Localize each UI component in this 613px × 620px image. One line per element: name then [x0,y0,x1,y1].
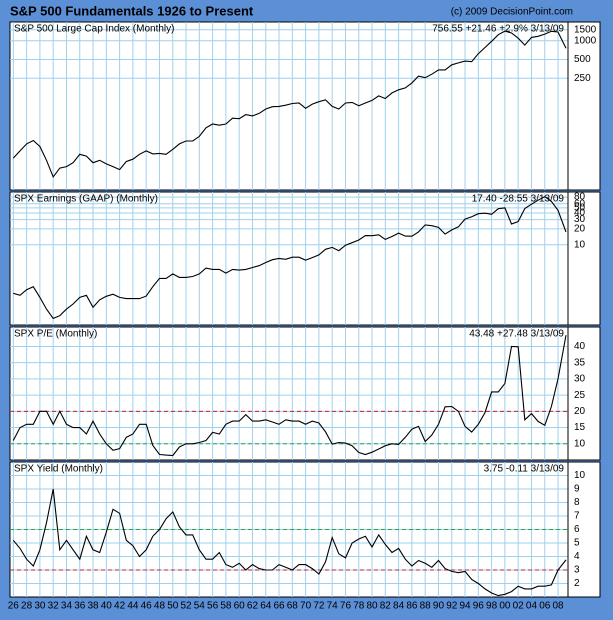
x-tick-label: 50 [167,601,179,612]
x-tick-label: 28 [21,601,33,612]
x-tick-label: 58 [220,601,232,612]
readout: 3.75 -0.11 3/13/09 [484,464,565,475]
x-tick-label: 46 [141,601,153,612]
y-tick-label: 4 [574,551,580,562]
panel [9,21,601,191]
x-tick-label: 98 [486,601,498,612]
panel-title: SPX Yield (Monthly) [14,464,103,475]
line-series [12,335,567,457]
x-tick-label: 48 [154,601,166,612]
x-tick-label: 30 [34,601,46,612]
y-tick-label: 500 [574,54,591,65]
y-tick-label: 30 [574,214,586,225]
x-tick-label: 88 [420,601,432,612]
x-tick-label: 94 [459,601,471,612]
x-tick-label: 34 [61,601,73,612]
y-tick-label: 40 [574,341,586,352]
y-tick-label: 8 [574,497,580,508]
panel-title: S&P 500 Large Cap Index (Monthly) [14,24,174,35]
y-tick-label: 20 [574,223,586,234]
y-tick-label: 80 [574,192,586,203]
x-tick-label: 04 [526,601,538,612]
panel-title: SPX Earnings (GAAP) (Monthly) [14,194,158,205]
x-tick-label: 00 [499,601,511,612]
x-tick-label: 90 [433,601,445,612]
x-tick-label: 76 [340,601,352,612]
panel-title: SPX P/E (Monthly) [14,329,97,340]
panel [9,326,601,461]
x-tick-label: 26 [8,601,20,612]
x-tick-label: 40 [101,601,113,612]
line-series [12,488,567,597]
y-tick-label: 20 [574,406,586,417]
y-tick-label: 10 [574,239,586,250]
x-tick-label: 70 [300,601,312,612]
line-series [12,30,567,179]
readout: 17.40 -28.55 3/13/09 [472,194,565,205]
x-tick-label: 62 [247,601,259,612]
panel [9,191,601,326]
readout: 756.55 +21.46 +2.9% 3/13/09 [432,24,564,35]
x-tick-label: 96 [473,601,485,612]
y-tick-label: 1000 [574,35,597,46]
x-tick-label: 82 [380,601,392,612]
y-tick-label: 7 [574,511,580,522]
x-tick-label: 64 [260,601,272,612]
y-tick-label: 30 [574,374,586,385]
x-tick-label: 06 [539,601,551,612]
x-tick-label: 60 [234,601,246,612]
chart-title: S&P 500 Fundamentals 1926 to Present [10,3,254,18]
x-tick-label: 74 [327,601,339,612]
x-tick-label: 68 [287,601,299,612]
y-tick-label: 1500 [574,24,597,35]
y-tick-label: 10 [574,438,586,449]
y-tick-label: 250 [574,73,591,84]
x-tick-label: 66 [273,601,285,612]
x-tick-label: 02 [513,601,525,612]
x-tick-label: 80 [366,601,378,612]
x-tick-label: 32 [48,601,60,612]
y-tick-label: 3 [574,565,580,576]
y-tick-label: 25 [574,390,586,401]
copyright: (c) 2009 DecisionPoint.com [451,7,573,18]
x-tick-label: 72 [313,601,325,612]
y-tick-label: 60 [574,198,586,209]
y-tick-label: 6 [574,524,580,535]
x-tick-label: 54 [194,601,206,612]
y-tick-label: 2 [574,578,580,589]
line-series [13,196,567,320]
x-tick-label: 52 [180,601,192,612]
x-tick-label: 86 [406,601,418,612]
y-tick-label: 50 [574,203,586,214]
y-tick-label: 10 [574,470,586,481]
x-tick-label: 38 [87,601,99,612]
y-tick-label: 15 [574,422,586,433]
readout: 43.48 +27.48 3/13/09 [469,329,564,340]
x-tick-label: 08 [552,601,564,612]
y-tick-label: 40 [574,208,586,219]
x-tick-label: 56 [207,601,219,612]
x-tick-label: 92 [446,601,458,612]
x-tick-label: 78 [353,601,365,612]
x-tick-label: 44 [127,601,139,612]
x-tick-label: 36 [74,601,86,612]
y-tick-label: 9 [574,484,580,495]
y-tick-label: 5 [574,538,580,549]
y-tick-label: 35 [574,357,586,368]
x-tick-label: 42 [114,601,126,612]
x-tick-label: 84 [393,601,405,612]
